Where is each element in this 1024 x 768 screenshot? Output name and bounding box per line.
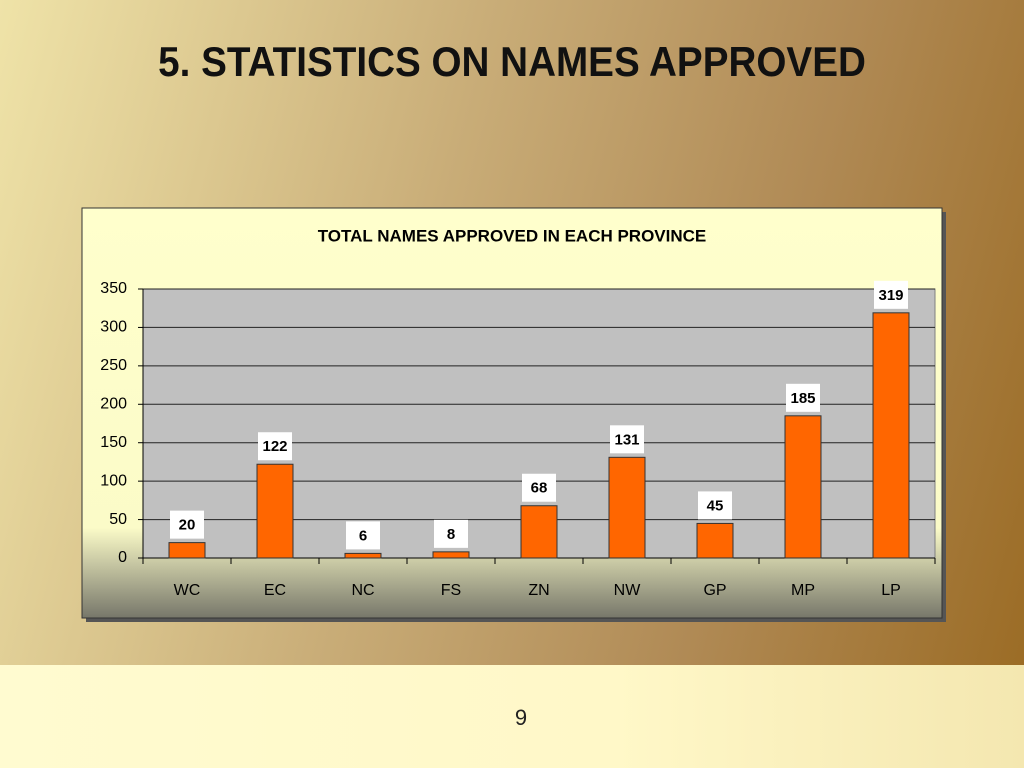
x-tick-label: LP <box>881 582 901 599</box>
value-label: 68 <box>531 480 548 497</box>
value-label: 8 <box>447 526 455 543</box>
value-label-box <box>610 425 644 454</box>
bar <box>608 456 646 559</box>
value-label: 45 <box>707 497 724 514</box>
y-tick-label: 350 <box>100 280 127 297</box>
value-label-box <box>874 280 908 309</box>
value-label-box <box>346 521 380 550</box>
bar <box>696 522 734 559</box>
bar <box>520 505 558 559</box>
value-label-box <box>786 383 820 412</box>
value-label-box <box>170 510 204 539</box>
y-tick-label: 0 <box>118 549 127 566</box>
bar <box>872 312 910 559</box>
page-number: 9 <box>514 705 528 730</box>
y-tick-label: 150 <box>100 434 127 451</box>
x-tick-label: WC <box>174 582 201 599</box>
y-tick-label: 100 <box>100 472 127 489</box>
value-label: 20 <box>179 517 196 534</box>
x-tick-label: ZN <box>528 582 549 599</box>
value-label: 185 <box>790 390 815 407</box>
value-label: 319 <box>878 287 903 304</box>
value-label: 122 <box>262 438 287 455</box>
x-tick-label: GP <box>703 582 726 599</box>
chart-title: TOTAL NAMES APPROVED IN EACH PROVINCE <box>318 226 707 245</box>
x-tick-label: EC <box>264 582 286 599</box>
footer-band <box>0 665 1024 768</box>
x-tick-label: NC <box>351 582 374 599</box>
value-label-box <box>434 519 468 548</box>
value-label-box <box>522 473 556 502</box>
y-tick-label: 300 <box>100 319 127 336</box>
x-tick-label: NW <box>614 582 642 599</box>
x-tick-label: MP <box>791 582 815 599</box>
y-tick-label: 200 <box>100 396 127 413</box>
slide-title: 5. STATISTICS ON NAMES APPROVED <box>158 38 866 85</box>
bar <box>256 463 294 559</box>
value-label: 6 <box>359 527 367 544</box>
value-label-box <box>698 491 732 520</box>
bar <box>784 415 822 559</box>
bar <box>344 552 382 559</box>
bar <box>432 551 470 559</box>
y-tick-label: 250 <box>100 357 127 374</box>
bar <box>168 542 206 559</box>
x-tick-label: FS <box>441 582 461 599</box>
y-tick-label: 50 <box>109 511 127 528</box>
value-label: 131 <box>614 431 639 448</box>
value-label-box <box>258 432 292 461</box>
